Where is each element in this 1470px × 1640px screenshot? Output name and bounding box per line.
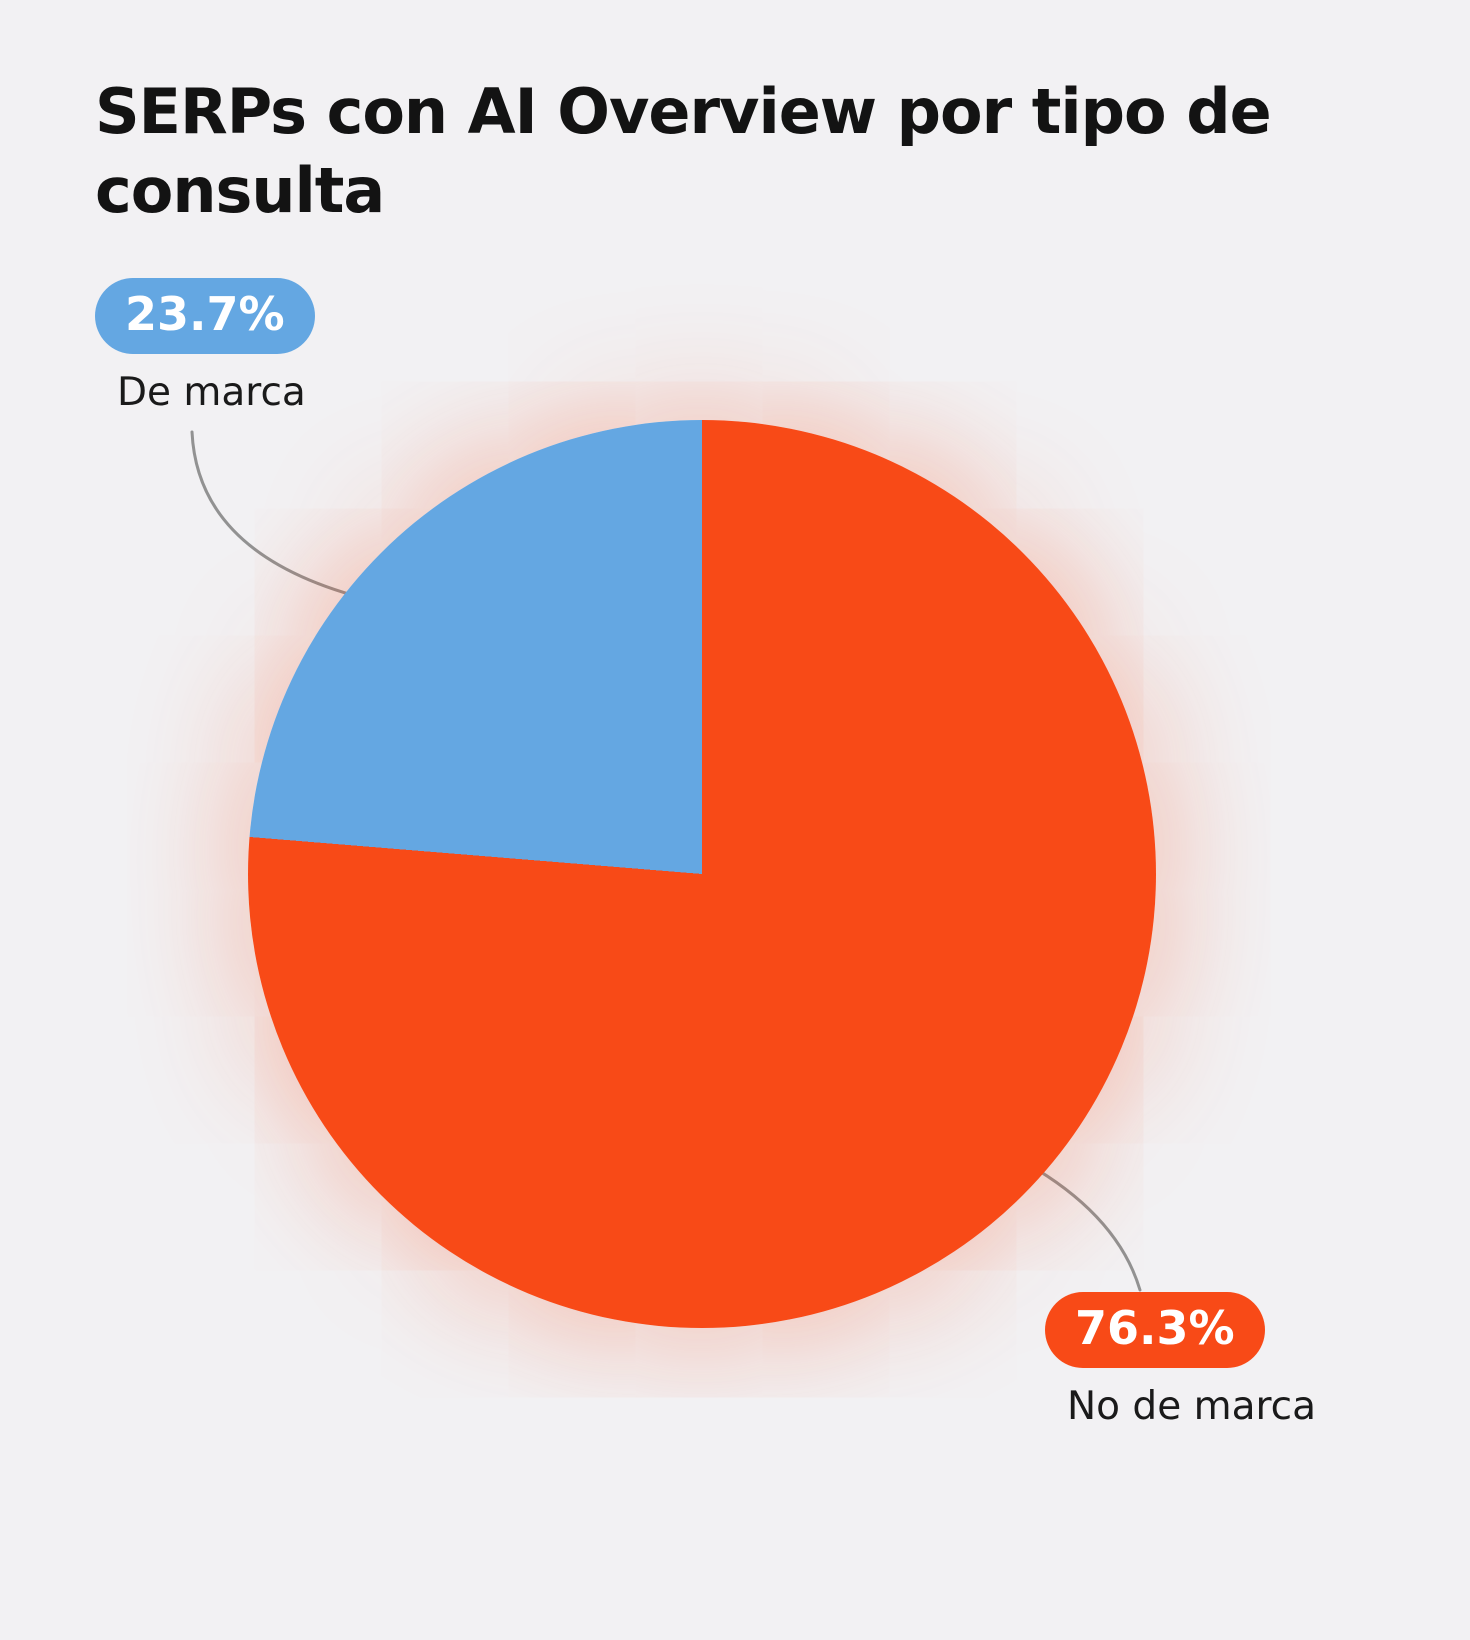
callout-no-de-marca: 76.3% No de marca — [1045, 1292, 1316, 1429]
badge-no-de-marca-percent: 76.3% — [1045, 1292, 1265, 1368]
pie-chart — [248, 420, 1156, 1328]
label-de-marca: De marca — [117, 370, 306, 415]
callout-de-marca: 23.7% De marca — [95, 278, 315, 415]
chart-title: SERPs con AI Overview por tipo de consul… — [95, 75, 1272, 228]
badge-de-marca-percent: 23.7% — [95, 278, 315, 354]
label-no-de-marca: No de marca — [1067, 1384, 1316, 1429]
